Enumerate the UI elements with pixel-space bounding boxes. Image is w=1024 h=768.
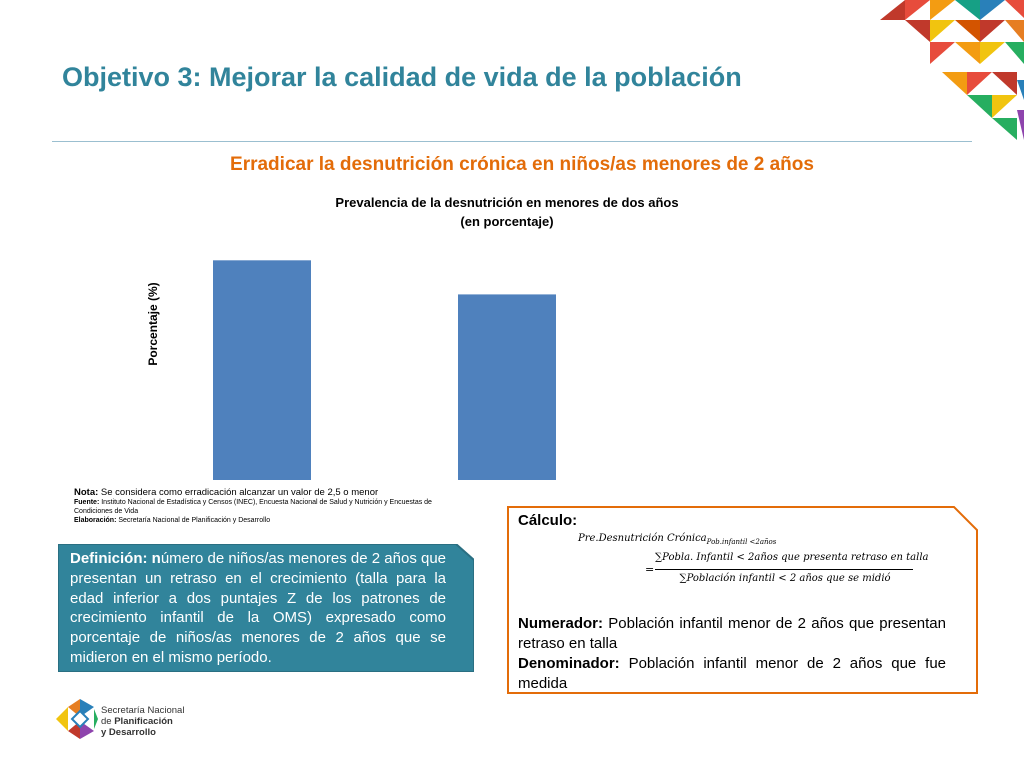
- elaboration-text: Secretaría Nacional de Planificación y D…: [116, 517, 271, 524]
- page-title: Objetivo 3: Mejorar la calidad de vida d…: [62, 62, 742, 92]
- source-line: Fuente: Instituto Nacional de Estadístic…: [74, 498, 434, 516]
- calculation-label: Cálculo:: [518, 512, 578, 529]
- logo-line3: y Desarrollo: [101, 727, 156, 738]
- numerator-text: Población infantil menor de 2 años que p…: [518, 615, 946, 652]
- formula-lhs: Pre.Desnutrición CrónicaPob.infantil <2a…: [578, 533, 776, 546]
- formula-fraction-bar: [655, 569, 913, 570]
- chart-title-line2: (en porcentaje): [460, 214, 554, 229]
- numerator-line: Numerador: Población infantil menor de 2…: [518, 614, 946, 654]
- definition-text: Definición: número de niños/as menores d…: [70, 549, 446, 668]
- logo-line1: Secretaría Nacional: [101, 705, 185, 716]
- chart-notes: Nota: Se considera como erradicación alc…: [74, 487, 434, 525]
- section-subtitle: Erradicar la desnutrición crónica en niñ…: [230, 154, 814, 175]
- calculation-box: [507, 506, 978, 694]
- senplades-logo-text: Secretaría Nacional de Planificación y D…: [101, 705, 184, 738]
- decorative-mosaic: [880, 0, 1024, 140]
- note-line: Nota: Se considera como erradicación alc…: [74, 487, 434, 498]
- formula-denominator: ∑Población infantil < 2 años que se midi…: [679, 573, 891, 584]
- logo-line2-bold: Planificación: [114, 716, 173, 727]
- source-label: Fuente:: [74, 499, 100, 506]
- definition-label: Definición: n: [70, 550, 161, 567]
- formula-lhs-main: Pre.Desnutrición Crónica: [578, 533, 707, 544]
- formula-numerator: ∑Pobla. Infantil < 2años que presenta re…: [655, 552, 929, 563]
- logo-line2-prefix: de: [101, 716, 115, 727]
- bar-1: [213, 260, 311, 480]
- chart-title: Prevalencia de la desnutrición en menore…: [300, 193, 714, 231]
- elaboration-label: Elaboración:: [74, 517, 117, 524]
- numerator-label: Numerador:: [518, 615, 604, 632]
- bar-2: [458, 294, 556, 480]
- denominator-text: Población infantil menor de 2 años que f…: [518, 655, 946, 692]
- calculation-description: Numerador: Población infantil menor de 2…: [518, 614, 946, 694]
- definition-body: úmero de niños/as menores de 2 años que …: [70, 550, 447, 666]
- source-text: Instituto Nacional de Estadística y Cens…: [74, 499, 432, 515]
- title-divider: [52, 141, 972, 142]
- senplades-logo-icon: [56, 699, 98, 739]
- bar-chart: Porcentaje (%): [146, 260, 556, 480]
- chart-title-line1: Prevalencia de la desnutrición en menore…: [335, 195, 679, 210]
- note-label: Nota:: [74, 487, 99, 498]
- elaboration-line: Elaboración: Secretaría Nacional de Plan…: [74, 516, 434, 525]
- formula-lhs-sub: Pob.infantil <2años: [706, 538, 777, 546]
- denominator-label: Denominador:: [518, 655, 620, 672]
- note-text: Se considera como erradicación alcanzar …: [98, 487, 379, 498]
- y-axis-label: Porcentaje (%): [146, 282, 160, 365]
- logo-line2: de Planificación: [101, 716, 184, 727]
- definition-box: [58, 544, 474, 672]
- formula-equals: =: [645, 563, 655, 576]
- denominator-line: Denominador: Población infantil menor de…: [518, 654, 946, 694]
